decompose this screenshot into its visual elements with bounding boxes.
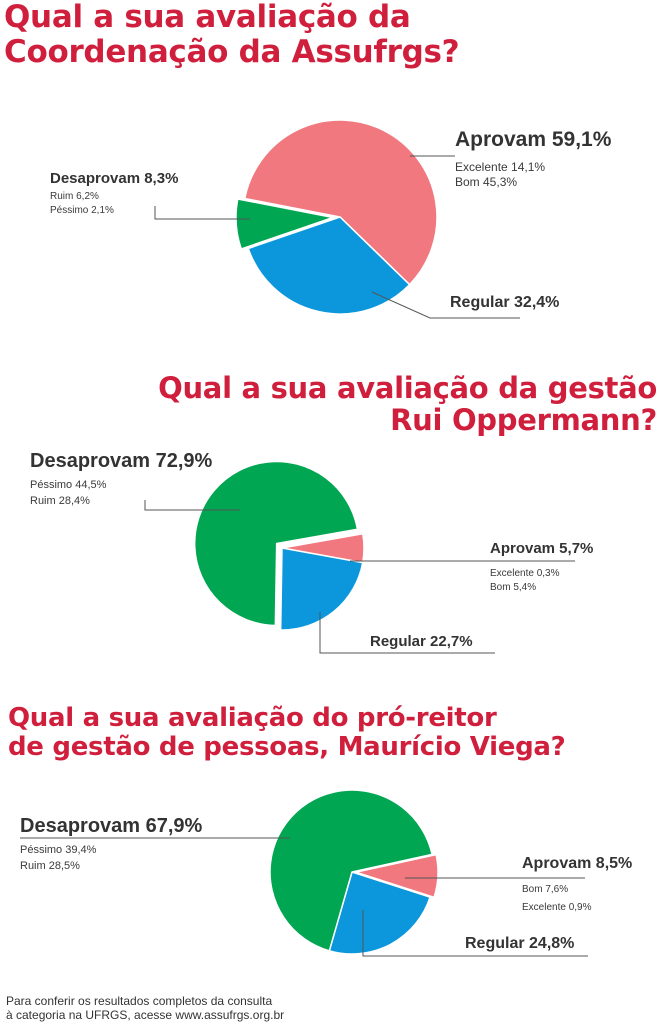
chart-1-label-aprovam: Aprovam 59,1%	[455, 128, 612, 151]
chart-1-title: Qual a sua avaliação da Coordenação da A…	[4, 0, 460, 70]
chart-2-title-line-1: Qual a sua avaliação da gestão	[158, 371, 657, 405]
chart-2-title: Qual a sua avaliação da gestão Rui Opper…	[158, 372, 657, 437]
chart-2-detail-excelente: Excelente 0,3%	[490, 568, 560, 579]
chart-1-label-regular: Regular 32,4%	[450, 294, 560, 311]
chart-1-slice-desaprovam	[235, 198, 336, 250]
chart-1-leader-regular	[371, 291, 520, 319]
chart-2-slice-regular	[279, 547, 364, 631]
chart-3-detail-excelente: Excelente 0,9%	[522, 902, 592, 913]
chart-3-label-aprovam: Aprovam 8,5%	[522, 855, 633, 872]
chart-3-detail-ruim: Ruim 28,5%	[20, 860, 80, 872]
chart-3-detail-bom: Bom 7,6%	[522, 884, 569, 895]
chart-3-title: Qual a sua avaliação do pró-reitor de ge…	[8, 703, 566, 763]
chart-3-leader-regular	[362, 910, 588, 957]
chart-1-slice-aprovam	[243, 119, 438, 286]
chart-2-label-desaprovam: Desaprovam 72,9%	[30, 450, 213, 472]
chart-2-label-aprovam: Aprovam 5,7%	[490, 540, 594, 557]
chart-1-title-line-1: Qual a sua avaliação da	[4, 0, 411, 35]
chart-3-label-regular: Regular 24,8%	[465, 935, 575, 952]
chart-2-title-line-2: Rui Oppermann?	[390, 403, 657, 438]
chart-3-title-line-2: de gestão de pessoas, Maurício Viega?	[8, 732, 566, 763]
chart-1-title-line-2: Coordenação da Assufrgs?	[4, 33, 460, 70]
chart-2-detail-pessimo: Péssimo 44,5%	[30, 479, 107, 491]
footer-line-2: à categoria na UFRGS, acesse www.assufrg…	[6, 1008, 285, 1022]
footer-line-1: Para conferir os resultados completos da…	[6, 994, 273, 1008]
chart-1-slice-regular	[247, 216, 411, 315]
chart-2-slice-desaprovam	[193, 460, 359, 627]
chart-3-slice-desaprovam	[269, 789, 433, 952]
chart-1-detail-pessimo: Péssimo 2,1%	[50, 205, 114, 216]
chart-1-leader-desaprovam	[154, 206, 250, 220]
chart-1-detail-excelente: Excelente 14,1%	[455, 160, 546, 174]
chart-3-detail-pessimo: Péssimo 39,4%	[20, 844, 97, 856]
chart-3-title-line-1: Qual a sua avaliação do pró-reitor	[8, 703, 497, 733]
footer-note: Para conferir os resultados completos da…	[6, 994, 284, 1022]
chart-2-detail-ruim: Ruim 28,4%	[30, 495, 90, 507]
chart-3-slice-regular	[328, 871, 432, 955]
chart-3-label-desaprovam: Desaprovam 67,9%	[20, 815, 203, 837]
chart-2-leader-desaprovam	[144, 500, 240, 511]
chart-1-detail-bom: Bom 45,3%	[455, 175, 518, 189]
chart-2-label-regular: Regular 22,7%	[370, 633, 473, 650]
chart-2-leader-regular	[319, 612, 495, 654]
chart-3-slice-aprovam	[353, 853, 439, 899]
leader-lines	[20, 155, 588, 957]
chart-2-detail-bom: Bom 5,4%	[490, 582, 537, 593]
chart-1-detail-ruim: Ruim 6,2%	[50, 191, 99, 202]
chart-1-label-desaprovam: Desaprovam 8,3%	[50, 170, 179, 187]
